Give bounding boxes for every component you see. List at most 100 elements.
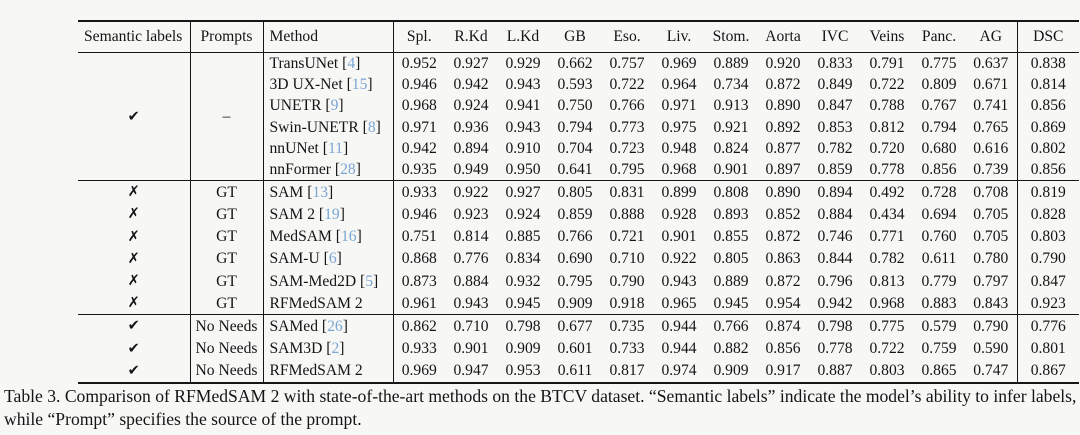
metric-value-cell: 0.791 bbox=[869, 55, 905, 72]
table-row: ✔ No Needs SAM3D [2] 0.933 0.901 0.909 0.601 0.… bbox=[78, 337, 1079, 360]
metric-value-cell: 0.948 bbox=[661, 139, 697, 157]
cross-mark-icon: ✗ bbox=[127, 295, 140, 312]
citation-link[interactable]: 6 bbox=[328, 250, 337, 268]
metric-value-cell: 0.920 bbox=[765, 55, 801, 72]
method-name: nnFormer bbox=[269, 161, 332, 179]
method-name: SAM3D bbox=[269, 340, 323, 358]
metric-value-cell: 0.950 bbox=[505, 161, 541, 179]
citation-link[interactable]: 2 bbox=[331, 340, 340, 358]
method-cell: UNETR [9] bbox=[263, 95, 394, 117]
check-mark-icon: ✔ bbox=[127, 362, 140, 379]
metric-value-cell: 0.805 bbox=[713, 250, 749, 268]
citation-link[interactable]: 5 bbox=[365, 272, 374, 290]
citation-link[interactable]: 16 bbox=[340, 228, 357, 246]
metric-value-cell: 0.888 bbox=[609, 205, 645, 223]
metric-value-cell: 0.952 bbox=[401, 55, 437, 72]
metric-value-cell: 0.611 bbox=[921, 250, 957, 268]
citation-link[interactable]: 4 bbox=[347, 55, 356, 72]
metric-value-cell: 0.812 bbox=[869, 118, 905, 136]
metric-value-cell: 0.831 bbox=[601, 180, 653, 204]
method-cell: TransUNet [4] bbox=[263, 52, 394, 75]
metric-value-cell: 0.910 bbox=[505, 139, 541, 157]
metric-value-cell: 0.808 bbox=[705, 180, 757, 204]
metric-value-cell: 0.872 bbox=[765, 76, 801, 94]
metric-value-cell: 0.884 bbox=[453, 272, 489, 290]
metric-value-cell: 0.909 bbox=[713, 362, 749, 380]
metric-value-cell: 0.924 bbox=[453, 97, 489, 115]
col-header-lkd: L.Kd bbox=[497, 21, 549, 53]
prompts-cell: GT bbox=[190, 292, 264, 315]
col-header-gb: GB bbox=[549, 21, 601, 53]
metric-value-cell: 0.734 bbox=[713, 76, 749, 94]
metric-value-cell: 0.849 bbox=[817, 76, 853, 94]
col-header-liv: Liv. bbox=[653, 21, 705, 53]
metric-value-cell: 0.929 bbox=[505, 55, 541, 72]
metric-value-cell: 0.662 bbox=[557, 55, 593, 72]
metric-value-cell: 0.834 bbox=[505, 250, 541, 268]
citation-link[interactable]: 9 bbox=[330, 97, 339, 115]
method-cell: nnFormer [28] bbox=[263, 159, 394, 181]
metric-value-cell: 0.750 bbox=[557, 97, 593, 115]
metric-value-cell: 0.859 bbox=[817, 161, 853, 179]
citation-link[interactable]: 13 bbox=[312, 183, 328, 201]
table-row: 3D UX-Net [15] 0.946 0.942 0.943 0.593 0.722 0… bbox=[78, 74, 1079, 96]
method-name: RFMedSAM 2 bbox=[269, 362, 363, 380]
metric-value-cell: 0.971 bbox=[661, 97, 697, 115]
metric-value-cell: 0.794 bbox=[557, 118, 593, 136]
cross-mark-icon: ✗ bbox=[127, 273, 140, 290]
citation-link[interactable]: 11 bbox=[327, 139, 343, 157]
metric-value-cell: 0.778 bbox=[817, 340, 853, 358]
table-row: UNETR [9] 0.968 0.924 0.941 0.750 0.766 0.971 0… bbox=[78, 95, 1079, 117]
col-header-prompts: Prompts bbox=[190, 21, 264, 53]
metric-value-cell: 0.852 bbox=[765, 205, 801, 223]
metric-value-cell: 0.759 bbox=[921, 340, 957, 358]
metric-value-cell: 0.814 bbox=[453, 228, 489, 246]
citation-link[interactable]: 15 bbox=[351, 76, 368, 94]
metric-value-cell: 0.874 bbox=[757, 314, 809, 338]
metric-value-cell: 0.776 bbox=[453, 250, 489, 268]
metric-value-cell: 0.899 bbox=[653, 180, 705, 204]
col-header-eso: Eso. bbox=[601, 21, 653, 53]
metric-value-cell: 0.705 bbox=[965, 225, 1018, 248]
metric-value-cell: 0.798 bbox=[497, 314, 549, 338]
metric-value-cell: 0.927 bbox=[497, 180, 549, 204]
citation-link[interactable]: 26 bbox=[327, 317, 343, 335]
metric-value-cell: 0.671 bbox=[965, 74, 1018, 96]
metric-value-cell: 0.945 bbox=[713, 294, 749, 312]
table-row: ✗ GT RFMedSAM 2 0.961 0.943 0.945 0.909 0.918 0.… bbox=[78, 292, 1079, 315]
method-name: SAM-Med2D bbox=[269, 272, 357, 290]
metric-value-cell: 0.757 bbox=[609, 55, 645, 72]
metric-value-cell: 0.877 bbox=[765, 139, 801, 157]
metric-value-cell: 0.974 bbox=[661, 362, 697, 380]
semantic-labels-cell: ✗ bbox=[78, 203, 191, 226]
metric-value-cell: 0.927 bbox=[453, 55, 489, 72]
metric-value-cell: 0.924 bbox=[505, 205, 541, 223]
table-caption: Table 3. Comparison of RFMedSAM 2 with s… bbox=[4, 386, 1077, 429]
check-mark-icon: ✔ bbox=[127, 318, 140, 335]
prompts-cell: No Needs bbox=[190, 337, 264, 360]
metric-value-cell: 0.795 bbox=[557, 272, 593, 290]
dsc-value-cell: 0.790 bbox=[1030, 250, 1066, 268]
metric-value-cell: 0.694 bbox=[921, 205, 957, 223]
metric-value-cell: 0.710 bbox=[609, 250, 645, 268]
metric-value-cell: 0.946 bbox=[401, 76, 437, 94]
citation-link[interactable]: 19 bbox=[324, 205, 340, 223]
metric-value-cell: 0.975 bbox=[661, 118, 697, 136]
metric-value-cell: 0.722 bbox=[609, 76, 645, 94]
method-cell: SAM3D [2] bbox=[263, 337, 394, 360]
citation-link[interactable]: 28 bbox=[340, 161, 356, 179]
metric-value-cell: 0.936 bbox=[453, 118, 489, 136]
metric-value-cell: 0.796 bbox=[817, 272, 853, 290]
metric-value-cell: 0.779 bbox=[921, 272, 957, 290]
col-header-panc: Panc. bbox=[913, 21, 965, 53]
method-cell: SAM 2 [19] bbox=[263, 203, 394, 226]
col-header-spl: Spl. bbox=[393, 21, 445, 53]
metric-value-cell: 0.809 bbox=[921, 76, 957, 94]
table-row: ✔ No Needs SAMed [26] 0.862 0.710 0.798 0.677 0… bbox=[78, 314, 1079, 338]
metric-value-cell: 0.790 bbox=[965, 314, 1018, 338]
metric-value-cell: 0.865 bbox=[921, 362, 957, 380]
citation-link[interactable]: 8 bbox=[367, 118, 376, 136]
metric-value-cell: 0.968 bbox=[661, 161, 697, 179]
method-cell: SAM-U [6] bbox=[263, 247, 394, 271]
metric-value-cell: 0.873 bbox=[401, 272, 437, 290]
